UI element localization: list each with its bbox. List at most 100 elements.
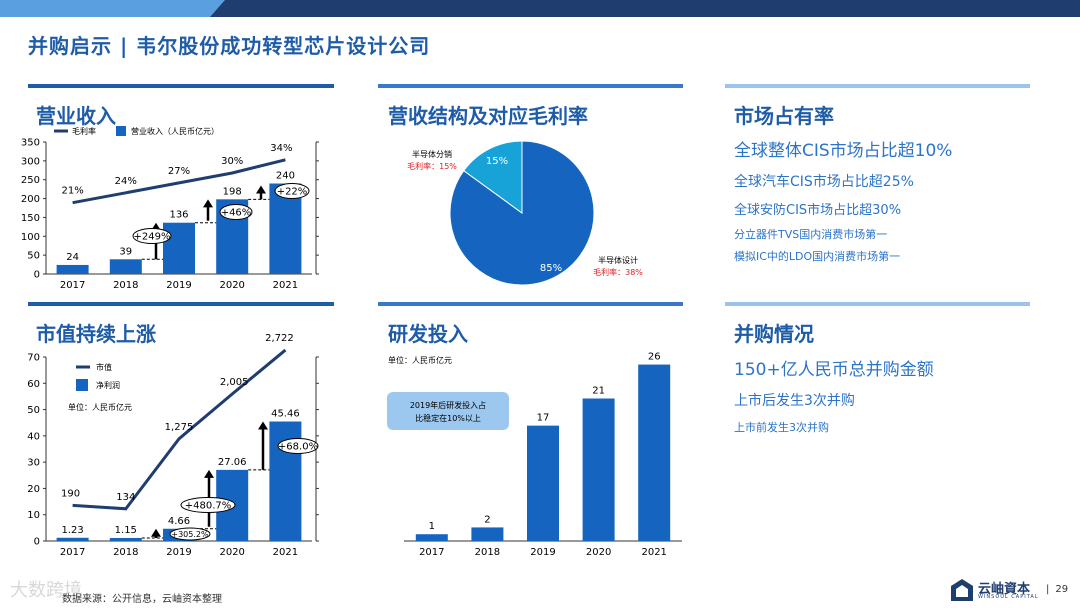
legend-bar-swatch [116,126,126,136]
rnd-bar [471,527,504,541]
revenue-bar [109,259,142,274]
x-tick-label: 2020 [219,280,244,291]
x-tick-label: 2020 [586,547,611,558]
callout-box [387,392,509,430]
logo-mark-icon [951,579,973,601]
growth-pill-text: +22% [277,187,308,198]
market-share-line-4: 分立器件TVS国内消费市场第一 [734,228,888,241]
x-tick-label: 2017 [60,547,85,558]
panel-title-rnd: 研发投入 [388,322,468,346]
gross-margin-line [72,158,286,205]
top-banner [0,0,1080,17]
logo-sub: WINSOUL CAPITAL [978,594,1039,600]
panel-divider [378,84,683,88]
growth-arrow-head [151,528,161,537]
logo-name: 云岫資本 [978,582,1031,597]
legend-bar-swatch [76,379,88,391]
rnd-value-label: 21 [592,386,605,397]
mna-line-1: 150+亿人民币总并购金额 [734,360,934,380]
market-cap-label: 1,275 [165,422,194,433]
net-profit-bar [56,537,89,541]
pie-slice-label: 85% [540,263,562,274]
y-tick-label: 300 [21,156,40,167]
company-logo: 云岫資本 WINSOUL CAPITAL [950,578,1038,602]
mna-line-3: 上市前发生3次并购 [734,421,829,434]
panel-title-structure: 营收结构及对应毛利率 [388,104,588,128]
unit-label: 单位：人民币亿元 [388,355,452,365]
x-tick-label: 2021 [273,547,298,558]
rnd-value-label: 26 [648,352,661,363]
pie-slice-distribution [463,140,523,214]
x-tick-label: 2017 [60,280,85,291]
growth-pill [274,183,310,199]
growth-arrow-head [203,199,213,208]
growth-pill [219,204,253,220]
rnd-bar [582,398,615,541]
market-cap-line [72,348,287,511]
revenue-value-label: 24 [66,252,79,263]
market-cap-label: 2,722 [265,333,294,344]
y-tick-label: 30 [27,458,40,469]
unit-label: 单位：人民币亿元 [68,402,132,412]
net-profit-bar [109,537,142,541]
x-tick-label: 2019 [166,547,191,558]
y-tick-label: 20 [27,484,40,495]
rnd-bar [638,364,671,541]
growth-pill [169,527,211,541]
gross-margin-label: 24% [115,176,137,187]
growth-pill-text: +480.7% [185,501,232,512]
y-tick-label: 0 [34,537,40,548]
growth-pill-text: +68.0% [278,442,318,453]
x-tick-label: 2018 [475,547,500,558]
panel-divider [725,84,1030,88]
page-number: | 29 [1046,584,1069,595]
gross-margin-label: 21% [61,186,83,197]
legend-label: 营业收入（人民币亿元） [131,126,219,136]
source-note: 数据来源：公开信息，云岫资本整理 [62,594,222,605]
pie-annotation-margin: 毛利率：15% [407,161,457,171]
callout-text: 2019年后研发投入占 [410,400,486,410]
pie-annotation-margin: 毛利率：38% [593,267,643,277]
net-profit-value-label: 45.46 [271,409,300,420]
page-number-value: 29 [1055,584,1069,595]
revenue-bar [56,264,89,274]
y-tick-label: 40 [27,431,40,442]
x-tick-label: 2020 [219,547,244,558]
callout-text: 比稳定在10%以上 [415,413,481,423]
y-tick-label: 10 [27,510,40,521]
market-cap-label: 134 [116,492,135,503]
y-tick-label: 60 [27,379,40,390]
rnd-bar [415,534,448,541]
x-tick-label: 2019 [166,280,191,291]
x-tick-label: 2019 [530,547,555,558]
pie-annotation-name: 半导体设计 [598,255,638,265]
y-tick-label: 150 [21,213,40,224]
growth-pill [277,438,319,454]
panel-title-revenue: 营业收入 [36,104,116,128]
rnd-value-label: 17 [537,413,550,424]
net-profit-value-label: 1.15 [115,525,137,536]
panel-title-mcap: 市值持续上涨 [36,322,156,346]
panel-divider [725,302,1030,306]
market-share-line-3: 全球安防CIS市场占比超30% [734,203,902,218]
legend-label: 净利润 [96,380,120,390]
growth-pill [132,228,172,244]
y-tick-label: 350 [21,138,40,149]
legend-label: 毛利率 [72,126,96,136]
market-share-line-2: 全球汽车CIS市场占比超25% [734,174,914,190]
rnd-value-label: 1 [429,521,435,532]
x-tick-label: 2021 [273,280,298,291]
panel-title-share: 市场占有率 [734,104,834,128]
growth-pill-text: +249% [134,232,171,243]
page-title: 并购启示 | 韦尔股份成功转型芯片设计公司 [28,34,431,58]
watermark: 大数跨境 [10,580,82,601]
y-tick-label: 100 [21,232,40,243]
growth-arrow-head [204,469,214,478]
gross-margin-label: 27% [168,166,190,177]
panel-divider [28,84,334,88]
y-tick-label: 50 [27,405,40,416]
rnd-value-label: 2 [484,514,490,525]
